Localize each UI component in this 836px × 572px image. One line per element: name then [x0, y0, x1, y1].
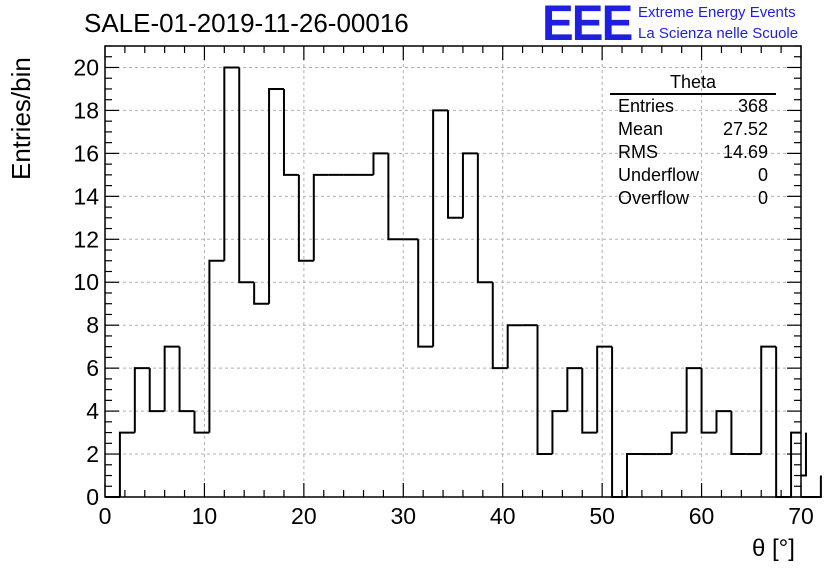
histogram-bin	[551, 410, 568, 455]
stats-value: 14.69	[722, 142, 768, 162]
histogram-bin	[447, 110, 463, 219]
histogram-bin	[238, 67, 255, 284]
stats-box: Theta Entries 368 Mean 27.52 RMS 14.69 Underfl…	[610, 72, 776, 210]
histogram-bin	[491, 282, 508, 370]
histogram-bin	[566, 367, 583, 412]
eee-logo: EEE	[542, 0, 633, 51]
stats-value: 368	[737, 96, 768, 116]
histogram-bin	[775, 346, 792, 498]
y-tick-label: 6	[86, 355, 99, 381]
axes	[104, 45, 802, 498]
stats-label: Overflow	[618, 188, 690, 208]
stats-value: 0	[757, 165, 768, 185]
histogram-bin	[611, 346, 627, 498]
histogram-bin	[163, 345, 180, 412]
x-tick-label: 50	[589, 503, 615, 529]
histogram-bin	[297, 174, 314, 262]
x-tick-label: 70	[788, 503, 814, 529]
histogram-bin	[148, 368, 165, 413]
histogram-bin	[715, 410, 732, 433]
histogram-bin	[268, 87, 284, 304]
x-tick-label: 30	[390, 503, 416, 529]
histogram-bin	[133, 367, 150, 433]
histogram-bin	[253, 282, 270, 305]
histogram-bin	[312, 173, 329, 261]
y-tick-label: 20	[73, 54, 99, 80]
histogram-bin	[282, 88, 299, 176]
histogram-bin	[387, 153, 404, 241]
histogram-bin	[760, 345, 777, 455]
x-tick-label: 10	[192, 503, 218, 529]
x-tick-label: 0	[99, 503, 112, 529]
x-tick-label: 60	[689, 503, 715, 529]
histogram-series	[105, 66, 822, 498]
histogram-bin	[700, 368, 717, 434]
y-axis-label: Entries/bin	[6, 57, 36, 180]
histogram-bin	[476, 153, 493, 284]
stats-row-rms: RMS 14.69	[610, 141, 776, 164]
run-title: SALE-01-2019-11-26-00016	[84, 8, 409, 38]
histogram-bin	[801, 432, 807, 477]
histogram-bin	[193, 411, 210, 434]
stats-row-entries: Entries 368	[610, 95, 776, 118]
stats-label: Entries	[618, 96, 675, 116]
histogram-bin	[730, 411, 747, 456]
y-tick-label: 12	[73, 226, 99, 252]
histogram-bin	[596, 345, 613, 433]
histogram-bin	[626, 453, 642, 497]
y-tick-label: 8	[86, 312, 99, 338]
histogram-bin	[801, 475, 822, 498]
stats-row-underflow: Underflow 0	[610, 164, 776, 187]
stats-label: Underflow	[618, 165, 700, 185]
stats-value: 27.52	[722, 119, 768, 139]
histogram-bin	[208, 259, 225, 433]
y-tick-label: 16	[73, 140, 99, 166]
y-tick-label: 14	[73, 183, 99, 209]
stats-title: Theta	[610, 72, 776, 95]
y-tick-label: 4	[86, 398, 99, 424]
y-tick-label: 18	[73, 97, 99, 123]
histogram-bin	[372, 152, 389, 175]
logo-line-1: Extreme Energy Events	[638, 4, 796, 21]
histogram-bin	[461, 152, 478, 218]
stats-label: RMS	[618, 142, 658, 162]
y-tick-label: 10	[73, 269, 99, 295]
histogram-bin	[536, 325, 553, 456]
histogram-bin	[670, 431, 687, 455]
stats-label: Mean	[618, 119, 664, 139]
stats-row-mean: Mean 27.52	[610, 118, 776, 141]
x-tick-label: 20	[291, 503, 317, 529]
grid-lines	[105, 46, 801, 497]
logo-line-2: La Scienza nelle Scuole	[638, 25, 799, 42]
stats-row-overflow: Overflow 0	[610, 187, 776, 210]
histogram-bin	[685, 367, 702, 433]
histogram-bin	[223, 66, 240, 261]
y-tick-label: 2	[86, 441, 99, 467]
histogram-bin	[506, 324, 523, 369]
x-tick-label: 40	[490, 503, 516, 529]
tick-labels: 0 10 20 30 40 50 60 70 0 2 4 6 8 10 12 14 16 18 20	[73, 54, 813, 529]
histogram-bin	[417, 239, 434, 348]
stats-value: 0	[757, 188, 768, 208]
histogram-bin	[178, 346, 195, 413]
histogram-bin	[118, 431, 135, 497]
histogram-bin	[581, 368, 598, 434]
histogram-bin	[432, 109, 449, 347]
stats-rows: Entries 368 Mean 27.52 RMS 14.69 Underflow 0 Ove…	[610, 95, 776, 210]
y-tick-label: 0	[86, 484, 99, 510]
x-axis-label: θ [°]	[752, 535, 795, 562]
